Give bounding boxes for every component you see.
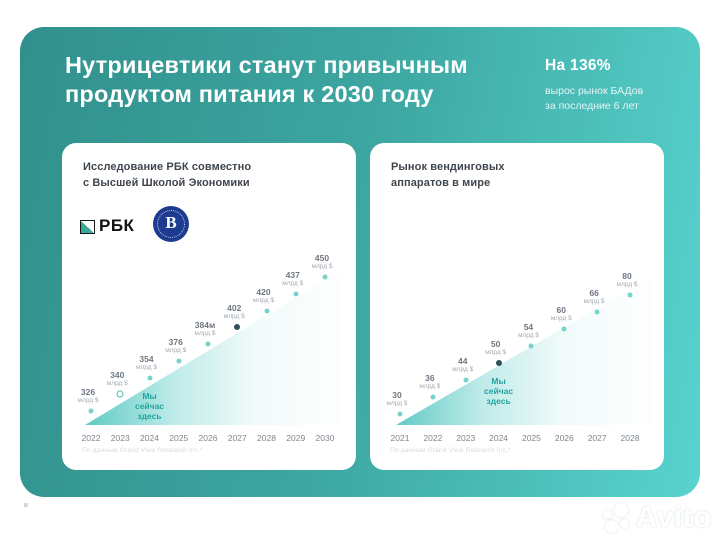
card-rbc-research: Исследование РБК совместно с Высшей Школ…	[62, 143, 356, 470]
data-point-dot	[594, 309, 600, 315]
x-axis-label: 2026	[554, 433, 574, 443]
data-point-dot	[322, 274, 328, 280]
data-point-dot	[234, 324, 241, 331]
data-point-dot	[147, 375, 152, 380]
data-point-label: 36 млрд $	[419, 373, 441, 391]
hse-logo-ring	[157, 210, 185, 238]
rbc-logo-icon	[80, 220, 95, 234]
area-fill	[396, 278, 650, 425]
area-fill	[85, 270, 342, 425]
chart-nutraceuticals-market: 326 млрд $ 2022 340 млрд $ 2023 354 млрд $ 2024 3…	[62, 143, 356, 470]
x-axis-label: 2030	[315, 433, 335, 443]
data-point-label: 60 млрд $	[550, 305, 572, 323]
stat-description: вырос рынок БАДов за последние 6 лет	[545, 85, 644, 112]
data-point-dot	[397, 411, 403, 417]
data-point-label: 450 млрд $	[311, 253, 333, 271]
x-axis-label: 2023	[456, 433, 476, 443]
hse-logo-letter: В	[165, 213, 177, 232]
hse-logo-icon: В	[153, 206, 189, 242]
x-axis-label: 2021	[390, 433, 410, 443]
data-point-dot	[88, 408, 94, 414]
data-point-label: 437 млрд $	[282, 269, 304, 287]
data-point-label: 354 млрд $	[136, 353, 157, 371]
rbc-logo-text: РБК	[99, 216, 135, 235]
data-point-dot	[561, 326, 567, 332]
chart-source-note: По данным Grand View Research Inc.*	[390, 447, 511, 454]
slide: Нутрицевтики станут привычным продуктом …	[20, 27, 700, 497]
x-axis-label: 2028	[620, 433, 640, 443]
data-point-label: 402 млрд $	[223, 303, 245, 321]
x-axis-label: 2022	[423, 433, 443, 443]
data-point-label: 50 млрд $	[485, 339, 507, 357]
avito-logo-icon	[602, 502, 633, 534]
card-title-left: Исследование РБК совместно с Высшей Школ…	[83, 161, 252, 189]
data-point-dot	[176, 358, 182, 364]
data-point-label: 340 млрд $	[106, 370, 128, 388]
data-point-label: 44 млрд $	[452, 356, 474, 374]
card-title-right: Рынок вендинговых аппаратов в мире	[391, 161, 505, 189]
stat-value: На 136%	[545, 57, 611, 74]
data-point-label: 376 млрд $	[165, 336, 187, 354]
avito-watermark: Avito	[602, 501, 712, 535]
x-axis-label: 2023	[110, 433, 130, 443]
avito-logo-text: Avito	[635, 501, 712, 534]
x-axis-label: 2026	[198, 433, 218, 443]
data-point-dot	[463, 377, 469, 383]
x-axis-label: 2028	[257, 433, 276, 443]
slide-title: Нутрицевтики станут привычным продуктом …	[65, 52, 468, 107]
x-axis-label: 2025	[169, 433, 189, 443]
x-axis-label: 2024	[140, 433, 159, 443]
data-point-dot	[528, 343, 534, 349]
chart-source-note: По данным Grand View Research Inc.*	[82, 447, 203, 454]
data-point-dot	[627, 292, 633, 298]
data-point-dot	[116, 390, 124, 398]
data-point-dot	[293, 291, 299, 297]
x-axis-label: 2027	[227, 433, 247, 443]
current-position-annotation: Мы сейчас здесь	[484, 376, 514, 406]
card-vending-market: Рынок вендинговых аппаратов в мире 30 млр…	[370, 143, 664, 470]
x-axis-label: 2027	[587, 433, 607, 443]
data-point-label: 30 млрд $	[386, 390, 408, 408]
stat-block: На 136% вырос рынок БАДов за последние 6…	[545, 57, 695, 114]
x-axis-label: 2025	[521, 433, 541, 443]
chart-vending-market: 30 млрд $ 2021 36 млрд $ 2022 44 млрд $ 2023 50 мл…	[370, 143, 664, 470]
data-point-label: 384м млрд $	[194, 320, 216, 338]
data-point-label: 66 млрд $	[583, 288, 605, 306]
data-point-dot	[495, 360, 502, 366]
data-point-label: 54 млрд $	[517, 322, 539, 340]
data-point-dot	[264, 308, 269, 313]
data-point-label: 80 млрд $	[616, 271, 638, 289]
data-point-label: 420 млрд $	[253, 286, 274, 304]
data-point-dot	[430, 394, 436, 400]
data-point-dot	[205, 341, 211, 347]
page-corner-text-fragment: и	[24, 502, 28, 509]
x-axis-label: 2024	[489, 433, 509, 443]
x-axis-label: 2022	[81, 433, 101, 443]
x-axis-label: 2029	[286, 433, 306, 443]
data-point-label: 326 млрд $	[77, 387, 99, 405]
current-position-annotation: Мы сейчас здесь	[134, 390, 165, 421]
